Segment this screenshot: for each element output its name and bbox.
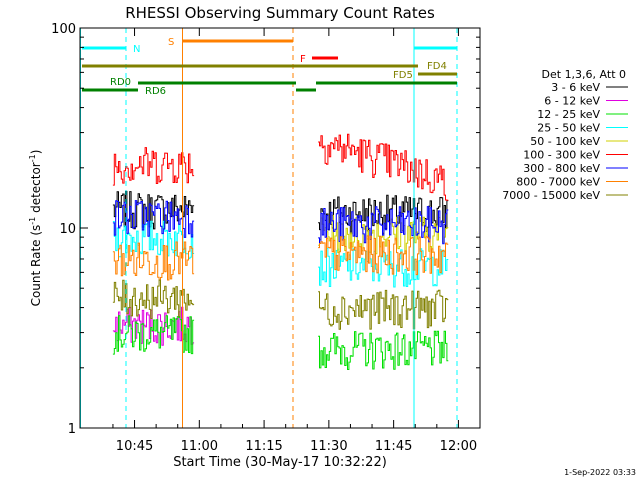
y-axis-label-sup2: -1 <box>28 154 37 162</box>
annotation-rd0: RD0 <box>110 77 131 88</box>
legend-label-2: 12 - 25 keV <box>537 108 600 121</box>
series-3-segment-1 <box>318 247 449 288</box>
legend-label-1: 6 - 12 keV <box>544 95 600 108</box>
series-5-segment-0 <box>112 147 195 186</box>
series-1-segment-0 <box>112 306 195 346</box>
legend-label-6: 300 - 800 keV <box>523 162 600 175</box>
y-tick-label-2: 100 <box>51 22 76 37</box>
legend-label-5: 100 - 300 keV <box>523 149 600 162</box>
x-tick-label-1: 11:00 <box>181 439 218 454</box>
series-1 <box>112 306 195 346</box>
series-8-segment-0 <box>112 279 195 319</box>
annotation-fd5: FD5 <box>393 70 413 81</box>
y-axis-label-mid: detector <box>29 162 43 217</box>
series-7-segment-0 <box>112 241 195 281</box>
annotation-rd6: RD6 <box>145 86 166 97</box>
series-5-segment-1 <box>318 133 449 201</box>
annotation-f: F <box>300 54 306 65</box>
series-3-segment-0 <box>112 220 195 260</box>
series-3 <box>112 220 449 288</box>
annotation-n: N <box>133 44 140 55</box>
x-tick-label-3: 11:30 <box>310 439 347 454</box>
y-tick-label-0: 1 <box>68 422 76 437</box>
series-2 <box>112 315 449 370</box>
series-8-segment-1 <box>318 289 449 330</box>
series-5 <box>112 133 449 201</box>
annotation-s: S <box>168 37 174 48</box>
legend-title: Det 1,3,6, Att 0 <box>542 68 626 81</box>
x-tick-label-5: 12:00 <box>440 439 477 454</box>
legend-label-7: 800 - 7000 keV <box>516 176 600 189</box>
footer-timestamp: 1-Sep-2022 03:33 <box>564 468 636 477</box>
y-axis-label-main: Count Rate (s <box>29 225 43 307</box>
y-tick-label-1: 10 <box>59 222 76 237</box>
x-tick-label-0: 10:45 <box>116 439 153 454</box>
annotation-fd4: FD4 <box>427 61 447 72</box>
chart-title: RHESSI Observing Summary Count Rates <box>125 4 435 22</box>
series-7 <box>112 235 449 281</box>
series-7-segment-1 <box>318 235 449 276</box>
y-axis-label-sup1: -1 <box>28 217 37 225</box>
legend-label-3: 25 - 50 keV <box>537 122 600 135</box>
legend-label-0: 3 - 6 keV <box>551 81 600 94</box>
series-2-segment-1 <box>318 330 449 370</box>
axis-layer: 10:45 11:00 11:15 11:30 11:45 12:00 1 10 100 <box>51 22 481 454</box>
y-axis-label: Count Rate (s-1 detector-1) <box>28 150 43 307</box>
series-6-segment-0 <box>112 200 195 238</box>
series-2-segment-0 <box>112 315 195 355</box>
series-0-segment-0 <box>112 190 195 230</box>
data-layer <box>112 133 449 370</box>
x-tick-label-2: 11:15 <box>245 439 282 454</box>
series-8 <box>112 279 449 330</box>
y-axis-label-end: ) <box>29 150 43 155</box>
legend-label-8: 7000 - 15000 keV <box>502 189 600 202</box>
x-axis-label: Start Time (30-May-17 10:32:22) <box>173 455 387 470</box>
x-tick-label-4: 11:45 <box>375 439 412 454</box>
legend-label-4: 50 - 100 keV <box>530 135 600 148</box>
overlay-layer: N S F FD4 FD5 RD0 RD6 <box>80 28 458 428</box>
